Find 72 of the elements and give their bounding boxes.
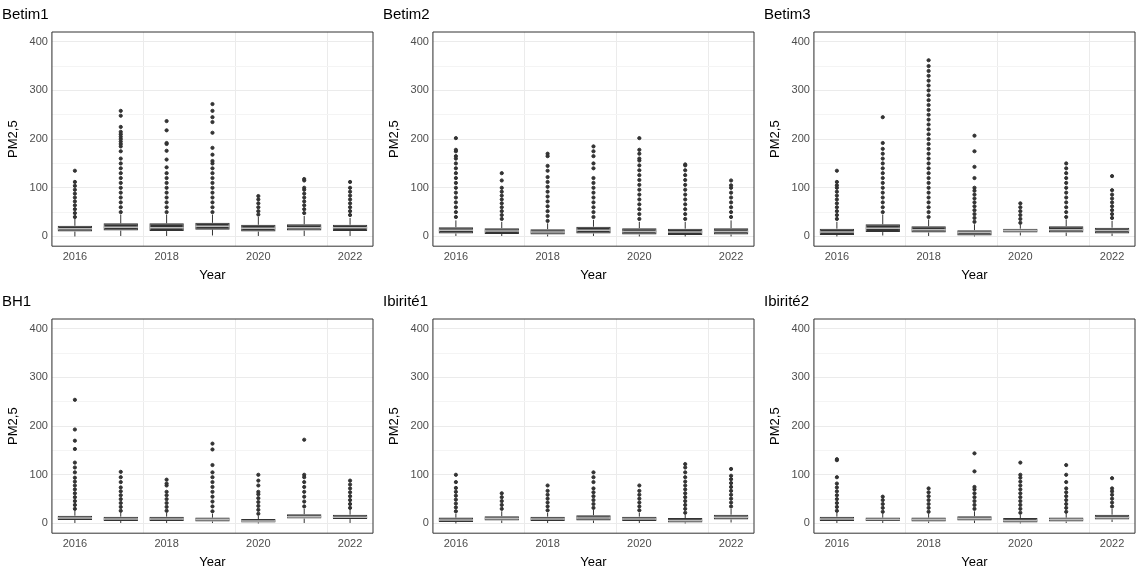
y-tick-label: 400 (791, 321, 810, 334)
x-tick-label: 2016 (824, 536, 850, 549)
y-axis-title: PM2,5 (5, 407, 21, 445)
y-tick-label: 400 (410, 321, 429, 334)
chart-title: Ibirité1 (383, 292, 429, 310)
x-tick-label: 2022 (718, 536, 744, 549)
y-tick-label: 200 (791, 419, 810, 432)
x-axis-title: Year (199, 553, 227, 569)
y-tick-label: 200 (29, 132, 48, 145)
y-tick-label: 0 (803, 516, 810, 529)
x-axis-title: Year (199, 266, 227, 282)
x-tick-label: 2020 (627, 536, 652, 549)
y-tick-label: 0 (803, 229, 810, 242)
x-tick-label: 2016 (443, 536, 469, 549)
chart-title: Betim3 (764, 5, 811, 23)
y-tick-label: 100 (791, 180, 810, 193)
y-tick-label: 0 (422, 229, 429, 242)
y-tick-label: 300 (791, 83, 810, 96)
y-tick-label: 400 (29, 34, 48, 47)
y-tick-label: 100 (410, 180, 429, 193)
x-tick-label: 2018 (535, 536, 560, 549)
y-tick-label: 300 (410, 370, 429, 383)
x-tick-label: 2016 (443, 249, 469, 262)
x-tick-label: 2016 (62, 536, 88, 549)
y-tick-label: 100 (29, 180, 48, 193)
y-tick-label: 400 (410, 34, 429, 47)
x-tick-label: 2018 (154, 249, 179, 262)
y-tick-label: 400 (29, 321, 48, 334)
x-tick-label: 2022 (337, 249, 363, 262)
x-tick-label: 2020 (1008, 536, 1033, 549)
y-axis-title: PM2,5 (767, 120, 783, 158)
y-axis-title: PM2,5 (767, 407, 783, 445)
chart-title: Ibirité2 (764, 292, 810, 310)
y-tick-label: 300 (410, 83, 429, 96)
y-tick-label: 400 (791, 34, 810, 47)
y-tick-label: 300 (29, 83, 48, 96)
chart-title: Betim1 (2, 5, 49, 23)
x-axis-title: Year (961, 266, 989, 282)
x-tick-label: 2018 (154, 536, 179, 549)
x-tick-label: 2022 (1099, 536, 1125, 549)
x-tick-label: 2020 (627, 249, 652, 262)
x-tick-label: 2020 (246, 536, 271, 549)
y-tick-label: 0 (41, 229, 48, 242)
chart-title: BH1 (2, 292, 32, 310)
y-tick-label: 200 (410, 419, 429, 432)
chart-title: Betim2 (383, 5, 430, 23)
x-tick-label: 2018 (916, 536, 941, 549)
y-axis-title: PM2,5 (386, 120, 402, 158)
x-axis-title: Year (580, 553, 608, 569)
y-tick-label: 200 (410, 132, 429, 145)
y-tick-label: 300 (791, 370, 810, 383)
x-tick-label: 2022 (718, 249, 744, 262)
x-tick-label: 2018 (535, 249, 560, 262)
x-tick-label: 2020 (246, 249, 271, 262)
x-tick-label: 2016 (62, 249, 88, 262)
x-tick-label: 2018 (916, 249, 941, 262)
y-tick-label: 200 (29, 419, 48, 432)
y-tick-label: 0 (41, 516, 48, 529)
y-tick-label: 0 (422, 516, 429, 529)
y-tick-label: 100 (791, 467, 810, 480)
x-tick-label: 2022 (337, 536, 363, 549)
y-tick-label: 100 (410, 467, 429, 480)
y-tick-label: 300 (29, 370, 48, 383)
x-axis-title: Year (961, 553, 989, 569)
x-tick-label: 2016 (824, 249, 850, 262)
y-axis-title: PM2,5 (386, 407, 402, 445)
x-tick-label: 2020 (1008, 249, 1033, 262)
y-tick-label: 200 (791, 132, 810, 145)
x-axis-title: Year (580, 266, 608, 282)
y-tick-label: 100 (29, 467, 48, 480)
y-axis-title: PM2,5 (5, 120, 21, 158)
x-tick-label: 2022 (1099, 249, 1125, 262)
